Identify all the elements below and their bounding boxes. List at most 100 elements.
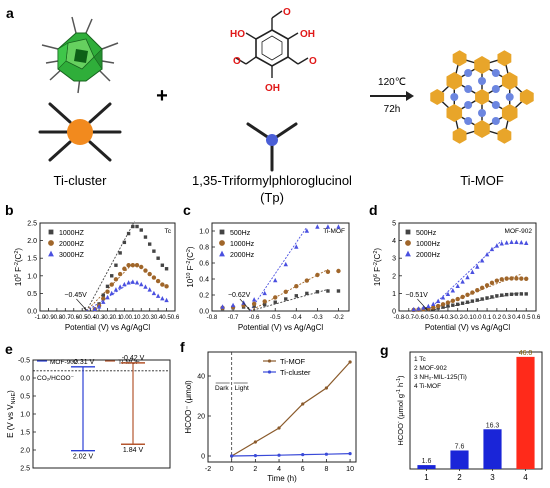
data-point bbox=[514, 276, 519, 281]
data-point bbox=[475, 264, 480, 269]
data-point bbox=[155, 293, 161, 298]
panel-c-chart: c -0.8 -0.7 -0.6 -0.5 -0.4 -0.3 -0.2 0.0 0.2 0.4 0.… bbox=[183, 202, 350, 332]
y-tick-label: 4 bbox=[392, 238, 396, 245]
y-tick-label: 1.0 bbox=[20, 412, 30, 419]
data-point bbox=[509, 239, 514, 245]
data-point bbox=[504, 276, 509, 281]
data-point bbox=[484, 283, 490, 288]
data-point bbox=[336, 224, 341, 229]
series-line bbox=[231, 453, 351, 457]
panel-label: c bbox=[183, 202, 191, 218]
panel-d-chart: d-0.8 -0.7 -0.6 -0.5 -0.4 -0.3 -0.2 -0.1 0.0 0.1 0… bbox=[369, 202, 541, 332]
annotation-label: −0.51V bbox=[405, 292, 428, 299]
x-tick-label: 8 bbox=[324, 466, 328, 473]
data-point bbox=[465, 274, 470, 280]
legend-entry: 2000HZ bbox=[59, 241, 85, 248]
legend-entry: MOF-902 bbox=[50, 359, 78, 366]
data-point bbox=[147, 242, 152, 246]
framework-linker-node bbox=[491, 69, 500, 77]
x-tick-label: 2 bbox=[457, 473, 462, 482]
label-part: HCOO bbox=[396, 423, 405, 446]
data-point bbox=[441, 305, 445, 309]
panel-label: b bbox=[5, 202, 14, 218]
framework-node-hexagon bbox=[452, 50, 467, 67]
y-axis-label: 106 F-2(C2) bbox=[373, 248, 382, 286]
framework-node-hexagon bbox=[519, 89, 534, 105]
data-point bbox=[143, 284, 148, 289]
x-axis-label: Potential (V) vs Ag/AgCl bbox=[65, 323, 151, 332]
data-point bbox=[514, 292, 519, 296]
data-point bbox=[131, 224, 135, 229]
data-point bbox=[411, 306, 416, 312]
data-point bbox=[495, 294, 499, 298]
legend-entry: 3 NH₂-MIL-125(Ti) bbox=[414, 374, 467, 381]
light-label: Light bbox=[235, 385, 249, 392]
y-tick-label: 0.5 bbox=[27, 291, 37, 298]
data-point bbox=[494, 243, 500, 248]
band-edge-label: 1.84 V bbox=[123, 447, 144, 454]
y-tick-label: 1.0 bbox=[27, 273, 37, 280]
data-point bbox=[475, 288, 480, 293]
data-point bbox=[164, 297, 169, 303]
data-point bbox=[405, 250, 411, 257]
x-tick-label: -0.1 bbox=[462, 314, 473, 321]
framework-node-hexagon bbox=[452, 127, 467, 144]
data-point bbox=[48, 240, 54, 246]
data-point bbox=[509, 292, 514, 296]
x-tick-label: -0.4 bbox=[433, 314, 444, 321]
data-point bbox=[283, 261, 288, 267]
plus-sign: + bbox=[156, 85, 168, 107]
data-point bbox=[164, 284, 169, 289]
data-point bbox=[126, 280, 131, 285]
data-point bbox=[160, 295, 165, 301]
legend-entry: 2000Hz bbox=[416, 252, 441, 259]
legend-marker bbox=[267, 370, 272, 374]
x-tick-label: 0.4 bbox=[512, 314, 521, 321]
data-point bbox=[277, 426, 281, 430]
linker-label: 1,35-Triformylphloroglucinol bbox=[192, 173, 352, 188]
data-point bbox=[475, 298, 479, 302]
data-point bbox=[489, 280, 495, 286]
data-point bbox=[219, 229, 225, 235]
y-tick-label: 0.0 bbox=[27, 309, 37, 316]
data-point bbox=[440, 302, 446, 307]
data-point bbox=[139, 228, 143, 232]
y-tick-label: 0.8 bbox=[199, 245, 209, 252]
data-point bbox=[143, 268, 148, 273]
data-point bbox=[455, 283, 460, 289]
x-tick-label: 0.1 bbox=[129, 314, 138, 321]
framework-linker-node bbox=[478, 77, 486, 85]
bar-value-label: 7.6 bbox=[455, 443, 465, 450]
bar-value-label: 46.0 bbox=[519, 350, 533, 357]
x-tick-label: -0.7 bbox=[403, 314, 414, 321]
data-point bbox=[499, 241, 504, 246]
data-point bbox=[519, 292, 524, 296]
legend-entry: 1000Hz bbox=[416, 241, 441, 248]
data-point bbox=[156, 256, 160, 260]
subscript: NHE bbox=[11, 393, 17, 405]
y-tick-label: 0.2 bbox=[199, 293, 209, 300]
reaction-arrow-icon bbox=[370, 91, 414, 101]
data-point bbox=[499, 277, 504, 282]
x-axis-label: Time (h) bbox=[267, 474, 297, 483]
data-point bbox=[241, 300, 246, 305]
data-point bbox=[230, 454, 234, 458]
framework-linker-node bbox=[464, 69, 473, 77]
data-point bbox=[155, 278, 161, 284]
data-point bbox=[219, 250, 225, 257]
data-point bbox=[460, 294, 465, 300]
superscript: -2 bbox=[14, 262, 20, 267]
legend-entry: 2 MOF-902 bbox=[414, 365, 447, 372]
y-tick-label: 40 bbox=[197, 374, 205, 381]
panel-label: g bbox=[380, 342, 389, 358]
superscript: 2 bbox=[373, 251, 379, 254]
framework-linker-node bbox=[478, 109, 486, 117]
label-part: F bbox=[186, 265, 195, 272]
data-point bbox=[336, 268, 341, 274]
data-point bbox=[262, 290, 267, 296]
panel-a-label: a bbox=[6, 5, 14, 21]
data-point bbox=[110, 274, 114, 278]
superscript: -2 bbox=[373, 262, 379, 267]
data-point bbox=[294, 244, 299, 249]
y-tick-label: 1.5 bbox=[20, 430, 30, 437]
